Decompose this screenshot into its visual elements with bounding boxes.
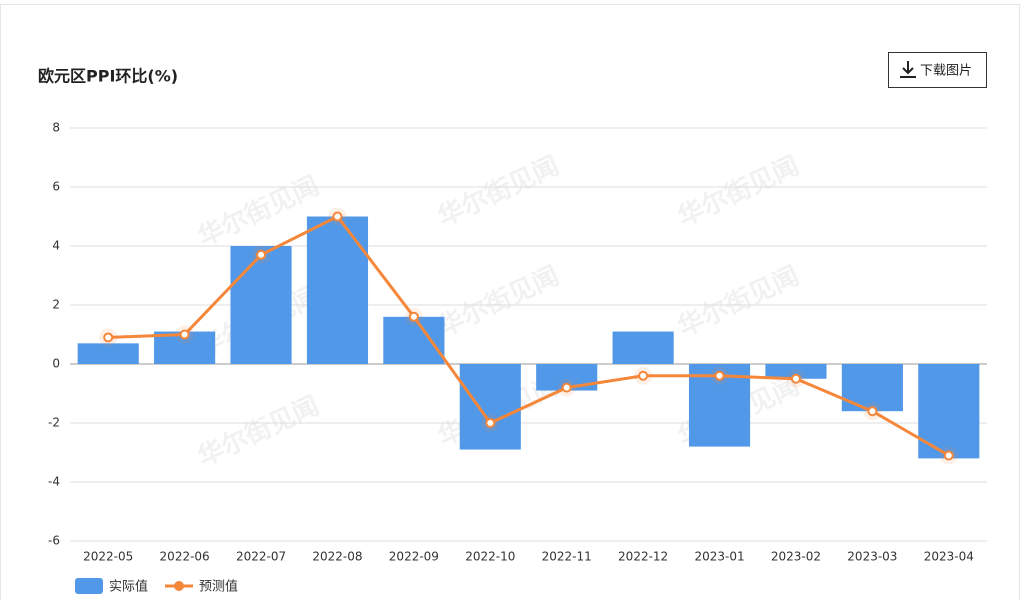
line: [108, 214, 950, 457]
legend-label: 预测值: [199, 579, 238, 595]
bar: [612, 331, 674, 364]
point: [103, 332, 114, 343]
point: [867, 406, 878, 417]
x-tick-label: 2022-07: [236, 550, 286, 564]
download-icon[interactable]: [900, 61, 916, 78]
point: [256, 249, 267, 260]
x-tick-label: 2022-06: [160, 550, 210, 564]
point: [332, 211, 343, 222]
point: [790, 373, 801, 384]
point: [561, 382, 572, 393]
y-tick-label: 8: [52, 121, 60, 135]
x-tick-label: 2022-11: [542, 550, 592, 564]
x-tick-label: 2023-02: [771, 550, 821, 564]
legend-swatch: [75, 578, 103, 594]
bar: [459, 364, 521, 450]
x-tick-label: 2023-04: [924, 550, 974, 564]
bar: [765, 364, 827, 379]
x-tick-label: 2022-08: [312, 550, 362, 564]
point: [179, 329, 190, 340]
y-tick-label: -2: [48, 416, 60, 430]
bar: [383, 316, 445, 364]
point: [638, 370, 649, 381]
x-tick-label: 2022-12: [618, 550, 668, 564]
x-tick-label: 2022-05: [83, 550, 133, 564]
point: [714, 370, 725, 381]
bar: [230, 246, 292, 364]
x-tick-label: 2023-01: [694, 550, 744, 564]
download-button[interactable]: 下载图片: [888, 52, 987, 88]
y-tick-label: 6: [52, 180, 60, 194]
card: [0, 4, 1020, 604]
point: [485, 418, 496, 428]
x-tick-label: 2022-10: [465, 550, 515, 564]
x-tick-label: 2023-03: [847, 550, 897, 564]
y-tick-label: -6: [48, 534, 60, 548]
y-tick-label: 0: [52, 357, 60, 371]
chart-title: 欧元区PPI环比(%): [38, 67, 178, 86]
x-tick-label: 2022-09: [389, 550, 439, 564]
button-label[interactable]: 下载图片: [920, 64, 972, 79]
legend-swatch: [174, 581, 184, 591]
point: [943, 450, 954, 461]
y-tick-label: 4: [52, 239, 60, 253]
point: [408, 311, 419, 322]
bar: [306, 216, 369, 364]
legend-label: 实际值: [109, 579, 148, 595]
bar: [77, 343, 139, 364]
y-tick-label: -4: [48, 475, 60, 489]
y-tick-label: 2: [52, 298, 60, 312]
